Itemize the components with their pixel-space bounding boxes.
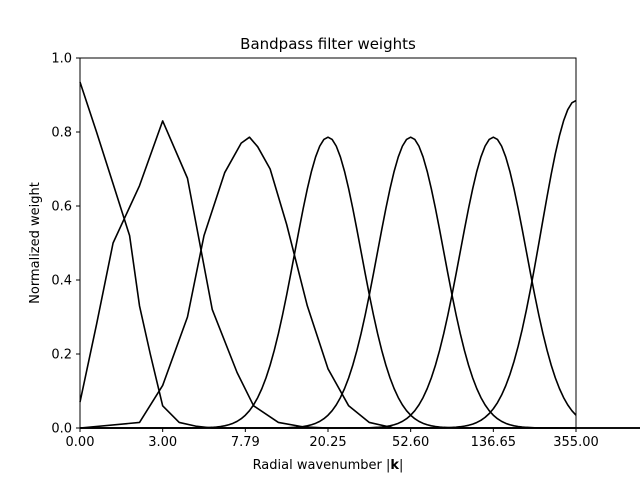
y-tick-label: 0.8 [51, 126, 72, 141]
series-line-7 [80, 99, 577, 429]
x-tick-label: 52.60 [392, 435, 429, 450]
x-axis-label-bold: k [390, 458, 399, 473]
series-line-4 [80, 136, 576, 429]
x-tick-label: 7.79 [231, 435, 260, 450]
series-lines [79, 81, 640, 429]
y-tick-label: 0.6 [51, 200, 72, 215]
x-tick-label: 20.25 [309, 435, 346, 450]
x-axis-label: Radial wavenumber |k| [253, 458, 404, 473]
x-axis-label-prefix: Radial wavenumber | [253, 458, 391, 473]
y-tick-label: 0.0 [51, 422, 72, 437]
y-tick-label: 1.0 [51, 52, 72, 67]
x-tick-label: 0.00 [66, 435, 95, 450]
series-line-5 [80, 136, 576, 429]
y-axis-label: Normalized weight [28, 182, 43, 304]
x-axis-ticks: 0.00 3.00 7.79 20.25 52.60 136.65 355.00 [66, 428, 599, 450]
chart-title: Bandpass filter weights [240, 35, 416, 53]
x-tick-label: 3.00 [148, 435, 177, 450]
series-line-3 [79, 136, 640, 429]
x-tick-label: 136.65 [471, 435, 517, 450]
x-axis-label-suffix: | [399, 458, 403, 473]
y-tick-label: 0.4 [51, 274, 72, 289]
series-line-6 [80, 136, 577, 429]
y-axis-ticks: 0.0 0.2 0.4 0.6 0.8 1.0 [51, 52, 80, 437]
x-tick-label: 355.00 [553, 435, 599, 450]
y-tick-label: 0.2 [51, 348, 72, 363]
series-line-1 [79, 81, 640, 429]
